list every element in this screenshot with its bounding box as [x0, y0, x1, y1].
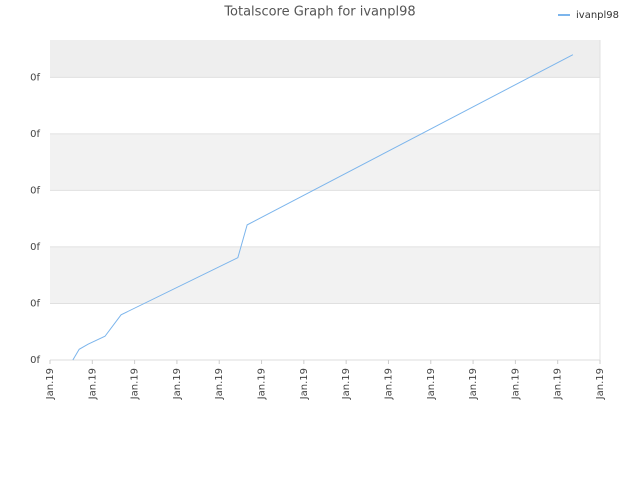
x-tick-label: Jan.19: [214, 368, 225, 400]
y-tick-label: 0f: [30, 242, 40, 253]
y-tick-label: 0f: [30, 72, 40, 83]
x-tick-label: Jan.19: [257, 368, 268, 400]
x-tick-label: Jan.19: [299, 368, 310, 400]
x-tick-label: Jan.19: [383, 368, 394, 400]
chart-title: Totalscore Graph for ivanpl98: [223, 5, 415, 20]
x-tick-label: Jan.19: [510, 368, 521, 400]
x-tick-label: Jan.19: [87, 368, 98, 400]
plot-band: [50, 246, 600, 304]
x-tick-label: Jan.19: [45, 368, 56, 400]
data-line: [72, 54, 574, 361]
plot-band: [50, 133, 600, 191]
x-tick-label: Jan.19: [468, 368, 479, 400]
x-tick-label: Jan.19: [172, 368, 183, 400]
x-tick-label: Jan.19: [130, 368, 141, 400]
plot-band: [50, 40, 600, 78]
plot-background: [50, 40, 600, 360]
y-tick-label: 0f: [30, 298, 40, 309]
x-tick-label: Jan.19: [553, 368, 564, 400]
y-tick-label: 0f: [30, 185, 40, 196]
x-tick-label: Jan.19: [426, 368, 437, 400]
x-tick-label: Jan.19: [595, 368, 606, 400]
y-tick-label: 0f: [30, 355, 40, 366]
x-tick-label: Jan.19: [341, 368, 352, 400]
y-tick-label: 0f: [30, 129, 40, 140]
legend-label: ivanpl98: [576, 10, 619, 21]
